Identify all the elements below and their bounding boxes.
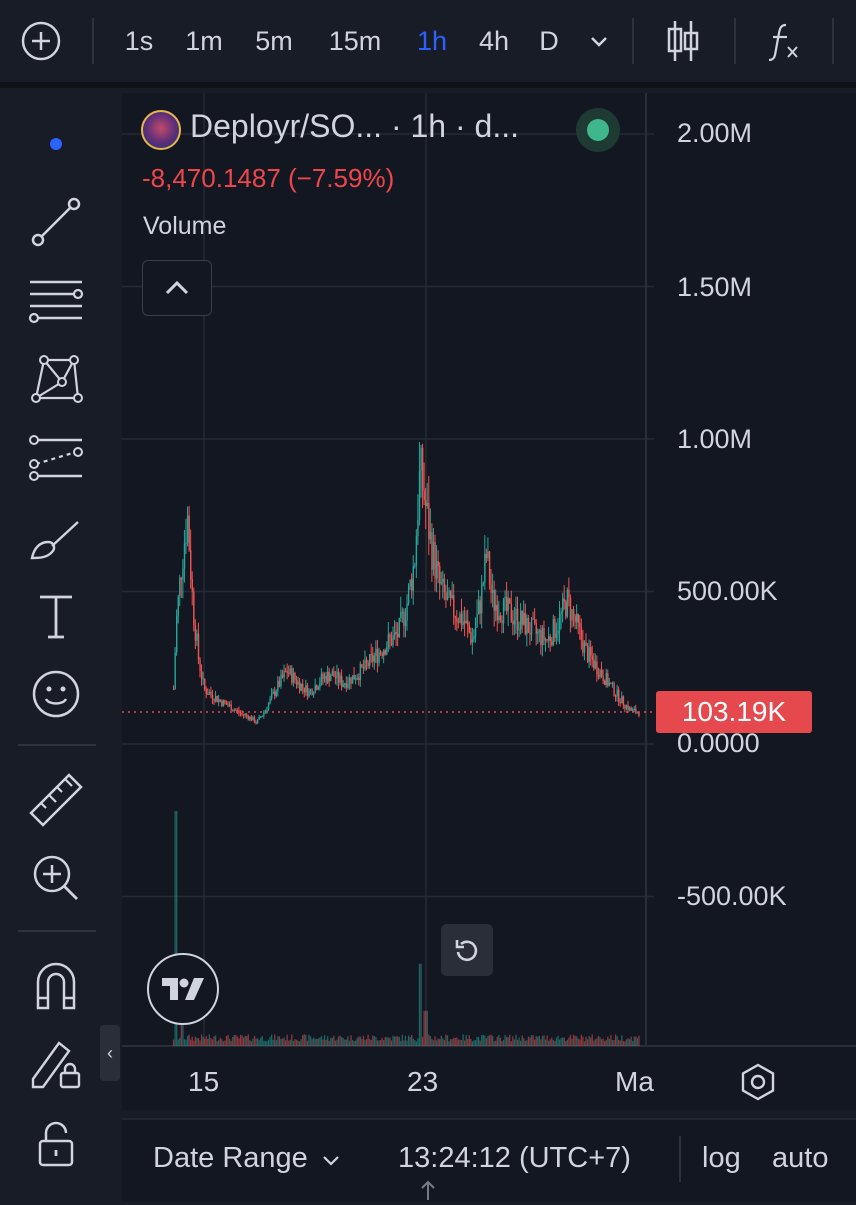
drawing-toolbar <box>0 88 112 1200</box>
text-icon[interactable] <box>26 586 86 646</box>
unlock-icon[interactable] <box>26 1114 86 1174</box>
time-axis-label: 15 <box>188 1066 220 1097</box>
candles-icon[interactable] <box>660 0 706 82</box>
last-price-tag: 103.19K <box>656 691 812 733</box>
top-toolbar: 1s 1m 5m 15m 1h 4h D <box>0 0 856 88</box>
date-range-label: Date Range <box>153 1142 308 1174</box>
interval-D[interactable]: D <box>539 25 559 56</box>
collapse-toolbar-button[interactable]: ‹ <box>100 1025 120 1081</box>
interval-1s[interactable]: 1s <box>124 25 154 56</box>
ruler-icon[interactable] <box>26 770 86 830</box>
prediction-icon[interactable] <box>26 428 86 488</box>
price-axis-label: -500.00K <box>677 881 787 911</box>
symbol-title[interactable]: Deployr/SO... · 1h · d... <box>190 108 519 144</box>
price-axis-label: 1.00M <box>677 424 753 454</box>
toolbar-divider <box>18 744 96 746</box>
interval-1h[interactable]: 1h <box>416 25 448 56</box>
fx-icon[interactable] <box>762 0 806 82</box>
interval-5m[interactable]: 5m <box>255 25 293 56</box>
collapse-legend-button[interactable] <box>142 260 212 316</box>
bottom-bar <box>122 1118 856 1202</box>
time-axis-label: Ma <box>615 1066 654 1097</box>
zoom-in-icon[interactable] <box>26 848 86 908</box>
interval-1m[interactable]: 1m <box>185 25 223 56</box>
price-axis-label: 2.00M <box>677 118 753 148</box>
pattern-icon[interactable] <box>26 348 86 408</box>
cursor-dot-icon[interactable] <box>26 114 86 174</box>
tradingview-logo[interactable] <box>147 953 219 1025</box>
emoji-icon[interactable] <box>26 664 86 724</box>
price-change: -8,470.1487 (−7.59%) <box>142 163 395 193</box>
date-range-button[interactable]: Date Range <box>153 1142 340 1175</box>
toolbar-divider <box>734 18 736 64</box>
plus-circle-icon[interactable] <box>16 0 66 82</box>
log-scale-toggle[interactable]: log <box>702 1142 741 1174</box>
auto-scale-toggle[interactable]: auto <box>772 1142 829 1174</box>
toolbar-divider <box>679 1136 681 1182</box>
reset-chart-button[interactable] <box>441 924 493 976</box>
arrow-up-icon <box>419 1180 437 1205</box>
toolbar-divider <box>832 18 834 64</box>
chevron-down-icon[interactable] <box>584 0 614 82</box>
volume-label[interactable]: Volume <box>143 212 227 240</box>
interval-15m[interactable]: 15m <box>328 25 382 56</box>
price-axis-label: 0.0000 <box>677 728 760 758</box>
market-status-icon[interactable] <box>576 108 620 152</box>
clock-timezone[interactable]: 13:24:12 (UTC+7) <box>398 1142 631 1174</box>
fib-lines-icon[interactable] <box>26 270 86 330</box>
token-logo <box>141 110 181 150</box>
price-axis-label: 500.00K <box>677 576 778 606</box>
trend-line-icon[interactable] <box>26 192 86 252</box>
magnet-icon[interactable] <box>26 956 86 1016</box>
toolbar-divider <box>632 18 634 64</box>
brush-icon[interactable] <box>26 508 86 568</box>
chevron-down-icon <box>323 1156 339 1166</box>
price-axis-label: 1.50M <box>677 272 753 302</box>
toolbar-divider <box>92 18 94 64</box>
interval-4h[interactable]: 4h <box>478 25 510 56</box>
lock-drawing-icon[interactable] <box>26 1034 86 1094</box>
toolbar-divider <box>18 930 96 932</box>
time-axis-label: 23 <box>407 1066 439 1097</box>
settings-icon[interactable] <box>738 1062 778 1107</box>
